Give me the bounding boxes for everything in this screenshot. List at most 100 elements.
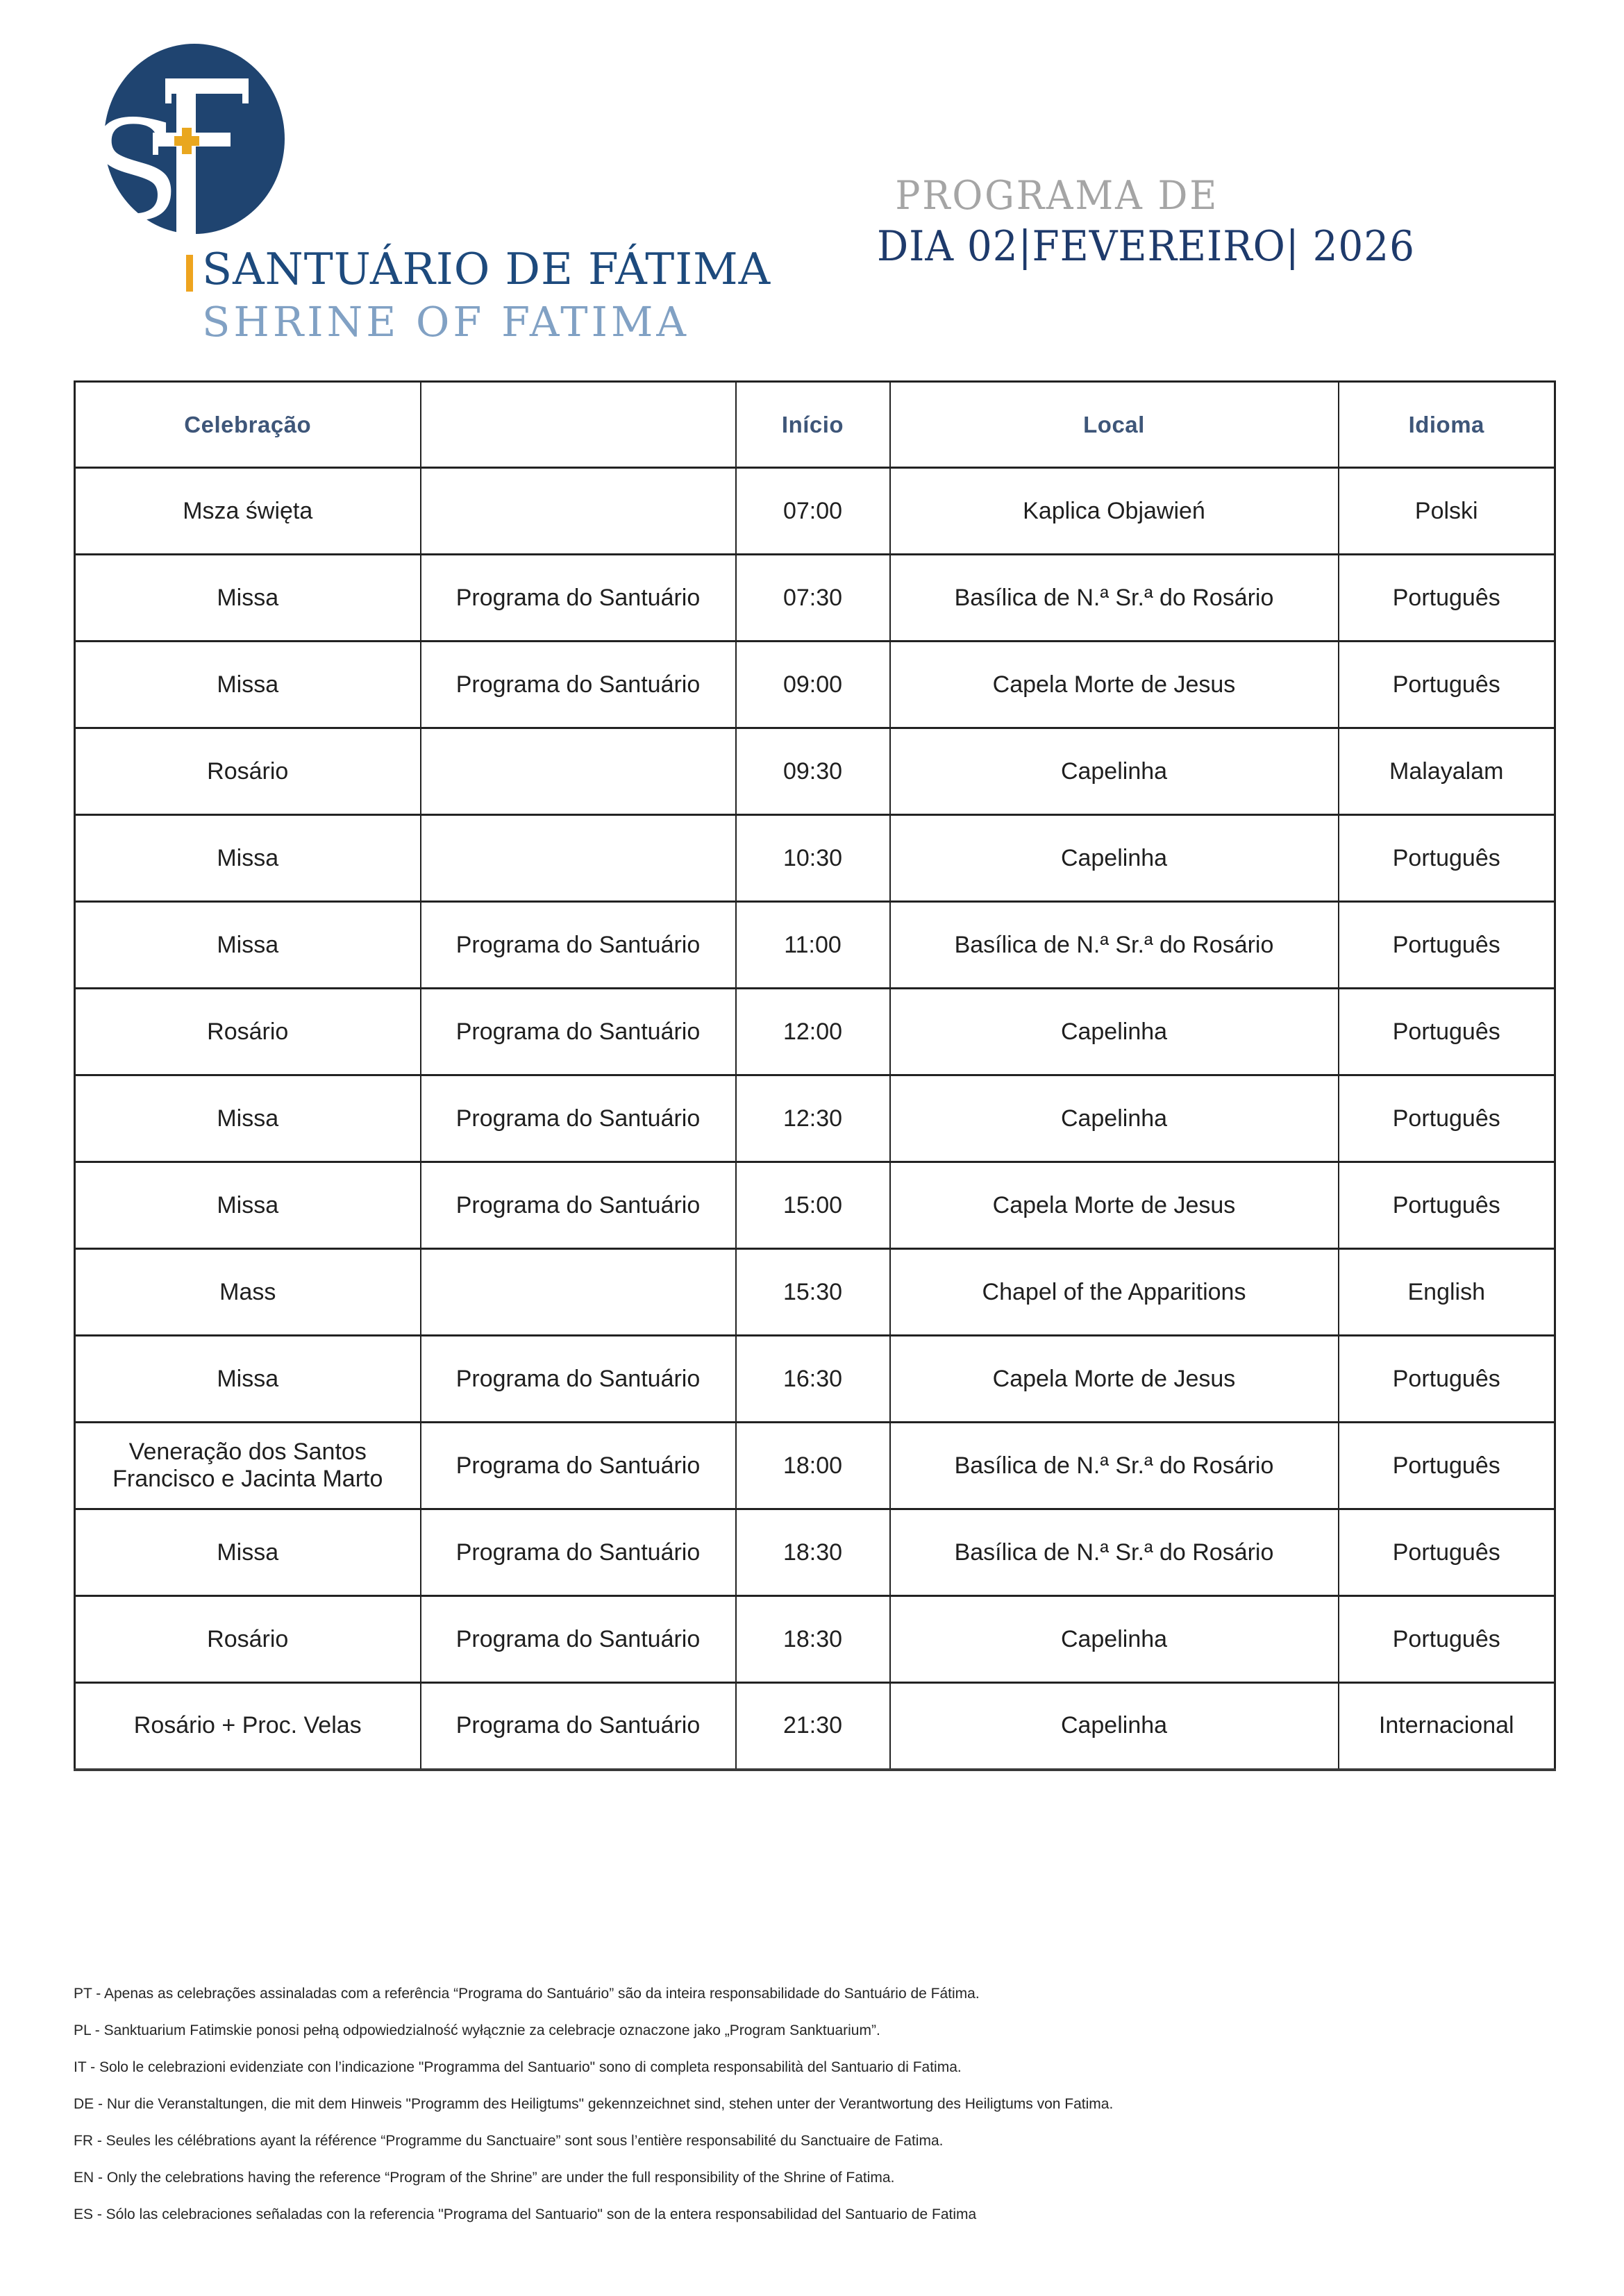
footnote-line: ES - Sólo las celebraciones señaladas co… [74, 2206, 977, 2222]
table-cell: Programa do Santuário [419, 553, 737, 642]
table-cell: Português [1337, 814, 1556, 903]
footnote-line: PT - Apenas as celebrações assinaladas c… [74, 1986, 980, 2002]
header-row: Celebração Início Local Idioma [74, 380, 1556, 469]
table-cell: Capelinha [889, 1682, 1339, 1770]
schedule-table: Celebração Início Local Idioma Msza świę… [74, 380, 1556, 1771]
table-cell: Programa do Santuário [419, 1682, 737, 1770]
table-cell: 11:00 [735, 900, 891, 989]
table-cell: Capela Morte de Jesus [889, 640, 1339, 729]
table-cell: Português [1337, 553, 1556, 642]
table-cell: Missa [74, 1334, 421, 1423]
table-row: Rosário Programa do Santuário 12:00 Capelin… [74, 987, 1556, 1076]
table-row: Missa Programa do Santuário 18:30 Basílica … [74, 1508, 1556, 1597]
table-cell: Polski [1337, 467, 1556, 555]
column-header-programa [419, 380, 737, 469]
table-cell [419, 727, 737, 816]
table-cell: Veneração dos Santos Francisco e Jacinta… [74, 1421, 421, 1510]
table-row: Missa Programa do Santuário 09:00 Capela Mo… [74, 640, 1556, 729]
table-cell: Programa do Santuário [419, 1161, 737, 1250]
table-cell: Português [1337, 1161, 1556, 1250]
table-row: Rosário Programa do Santuário 18:30 Capelin… [74, 1595, 1556, 1684]
logo-letter-s: S [97, 91, 181, 251]
table-cell: Programa do Santuário [419, 1421, 737, 1510]
table-cell: Rosário [74, 987, 421, 1076]
column-header-inicio: Início [735, 380, 891, 469]
column-header-idioma: Idioma [1337, 380, 1556, 469]
table-cell: Missa [74, 640, 421, 729]
table-cell: English [1337, 1248, 1556, 1336]
table-cell: 15:30 [735, 1248, 891, 1336]
table-cell: 18:00 [735, 1421, 891, 1510]
title-program-label: PROGRAMA DE [895, 173, 1219, 219]
table-cell: Msza święta [74, 467, 421, 555]
table-cell: Missa [74, 553, 421, 642]
table-cell: 09:30 [735, 727, 891, 816]
shrine-name-portuguese: SANTUÁRIO DE FÁTIMA [202, 244, 771, 294]
table-cell: Programa do Santuário [419, 1508, 737, 1597]
table-cell: Português [1337, 987, 1556, 1076]
document-title: PROGRAMA DE DIA 02|FEVEREIRO| 2026 [877, 174, 1415, 275]
table-cell: 09:00 [735, 640, 891, 729]
table-cell: Português [1337, 1508, 1556, 1597]
table-cell: Capelinha [889, 1074, 1339, 1163]
table-cell: Português [1337, 1074, 1556, 1163]
table-cell: Malayalam [1337, 727, 1556, 816]
table-cell: 10:30 [735, 814, 891, 903]
table-cell: Capelinha [889, 814, 1339, 903]
table-cell: Programa do Santuário [419, 640, 737, 729]
table-cell: Rosário [74, 1595, 421, 1684]
table-row: Missa Programa do Santuário 12:30 Capelinha… [74, 1074, 1556, 1163]
column-header-celebracao: Celebração [74, 380, 421, 469]
table-row: Missa Programa do Santuário 15:00 Capela Mo… [74, 1161, 1556, 1250]
table-cell: Missa [74, 1161, 421, 1250]
logo-gold-cross-icon [174, 128, 199, 154]
table-cell: 07:00 [735, 467, 891, 555]
table-cell: Basílica de N.ª Sr.ª do Rosário [889, 900, 1339, 989]
table-row: Rosário 09:30 Capelinha Malayalam [74, 727, 1556, 816]
shrine-name-english: SHRINE OF FATIMA [202, 298, 689, 346]
table-cell: 21:30 [735, 1682, 891, 1770]
table-cell: Basílica de N.ª Sr.ª do Rosário [889, 1508, 1339, 1597]
logo-separator-bar [186, 255, 193, 292]
table-cell: Rosário [74, 727, 421, 816]
shrine-logo: S [97, 44, 285, 330]
table-cell: Português [1337, 640, 1556, 729]
table-cell: Missa [74, 900, 421, 989]
table-cell: 15:00 [735, 1161, 891, 1250]
table-cell: Capelinha [889, 727, 1339, 816]
table-row: Mass 15:30 Chapel of the Apparitions Englis… [74, 1248, 1556, 1336]
table-row: Veneração dos Santos Francisco e Jacinta… [74, 1421, 1556, 1510]
table-row: Rosário + Proc. Velas Programa do Santuár… [74, 1682, 1556, 1770]
table-cell [419, 467, 737, 555]
table-cell: Basílica de N.ª Sr.ª do Rosário [889, 553, 1339, 642]
table-cell: Programa do Santuário [419, 900, 737, 989]
table-cell: Português [1337, 900, 1556, 989]
table-row: Msza święta 07:00 Kaplica Objawień Polski [74, 467, 1556, 555]
footnote-line: IT - Solo le celebrazioni evidenziate co… [74, 2059, 962, 2075]
table-cell: 07:30 [735, 553, 891, 642]
footnote-line: EN - Only the celebrations having the re… [74, 2170, 895, 2186]
table-cell: Missa [74, 1508, 421, 1597]
table-cell: Programa do Santuário [419, 1074, 737, 1163]
footnote-line: DE - Nur die Veranstaltungen, die mit de… [74, 2096, 1114, 2112]
table-cell: Português [1337, 1334, 1556, 1423]
table-cell: Capela Morte de Jesus [889, 1161, 1339, 1250]
table-cell: 16:30 [735, 1334, 891, 1423]
table-row: Missa Programa do Santuário 16:30 Capela Mo… [74, 1334, 1556, 1423]
table-cell: Kaplica Objawień [889, 467, 1339, 555]
table-cell: Português [1337, 1421, 1556, 1510]
table-cell: 18:30 [735, 1508, 891, 1597]
column-header-local: Local [889, 380, 1339, 469]
table-cell: 12:30 [735, 1074, 891, 1163]
table-cell: Mass [74, 1248, 421, 1336]
footnote-line: PL - Sanktuarium Fatimskie ponosi pełną … [74, 2022, 880, 2038]
table-cell: Basílica de N.ª Sr.ª do Rosário [889, 1421, 1339, 1510]
table-cell: Missa [74, 814, 421, 903]
table-cell: 18:30 [735, 1595, 891, 1684]
table-cell: 12:00 [735, 987, 891, 1076]
table-cell [419, 1248, 737, 1336]
table-cell: Programa do Santuário [419, 1595, 737, 1684]
title-date: DIA 02|FEVEREIRO| 2026 [877, 222, 1415, 271]
table-cell: Capelinha [889, 1595, 1339, 1684]
